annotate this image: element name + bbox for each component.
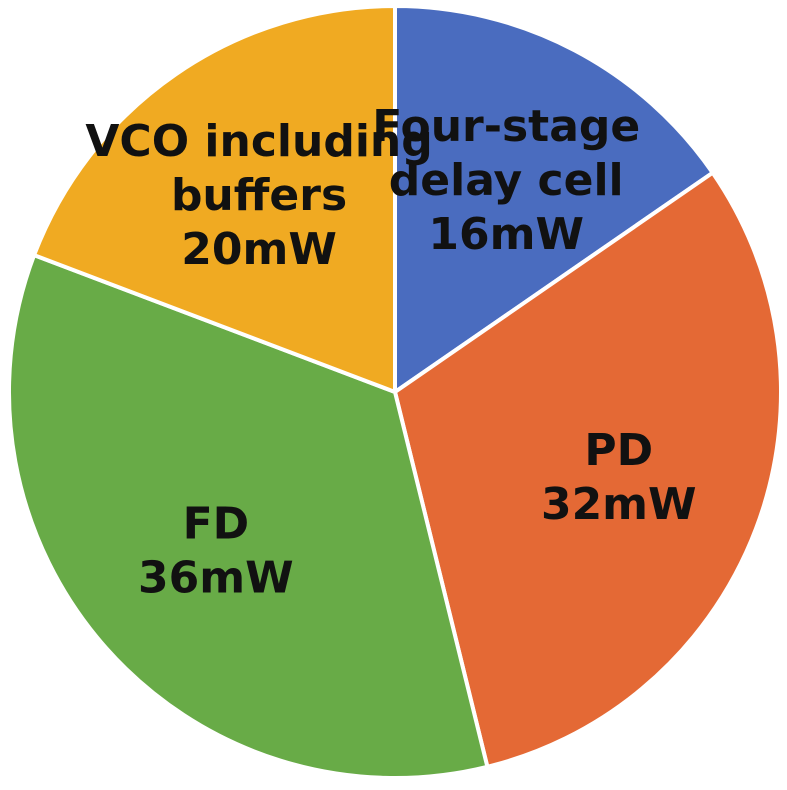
pie-slice-label-3: VCO including buffers 20mW: [85, 116, 432, 275]
pie-slice-label-line-0-1: delay cell: [389, 155, 624, 206]
pie-slice-value-2: 36mW: [138, 553, 294, 604]
pie-slice-2: [7, 252, 490, 780]
pie-slice-label-1: PD 32mW: [541, 425, 697, 530]
slices-group: [7, 3, 783, 780]
pie-slice-label-line-0-0: Four-stage: [372, 101, 640, 152]
pie-slice-label-line-3-1: buffers: [171, 170, 347, 221]
pie-slice-label-0: Four-stage delay cell 16mW: [372, 101, 640, 260]
pie-slice-1: [392, 169, 783, 770]
labels-group: Four-stage delay cell 16mW PD 32mW FD 36mW VCO …: [85, 101, 696, 604]
pie-slice-value-0: 16mW: [428, 209, 584, 260]
pie-slice-3: [31, 3, 397, 395]
pie-slice-value-3: 20mW: [181, 224, 337, 275]
pie-slice-value-1: 32mW: [541, 479, 697, 530]
pie-slice-label-line-2-0: FD: [183, 499, 250, 550]
pie-slice-label-line-1-0: PD: [584, 425, 653, 476]
pie-slice-label-2: FD 36mW: [138, 499, 294, 604]
pie-slice-label-line-3-0: VCO including: [85, 116, 432, 167]
pie-slice-0: [393, 3, 716, 396]
